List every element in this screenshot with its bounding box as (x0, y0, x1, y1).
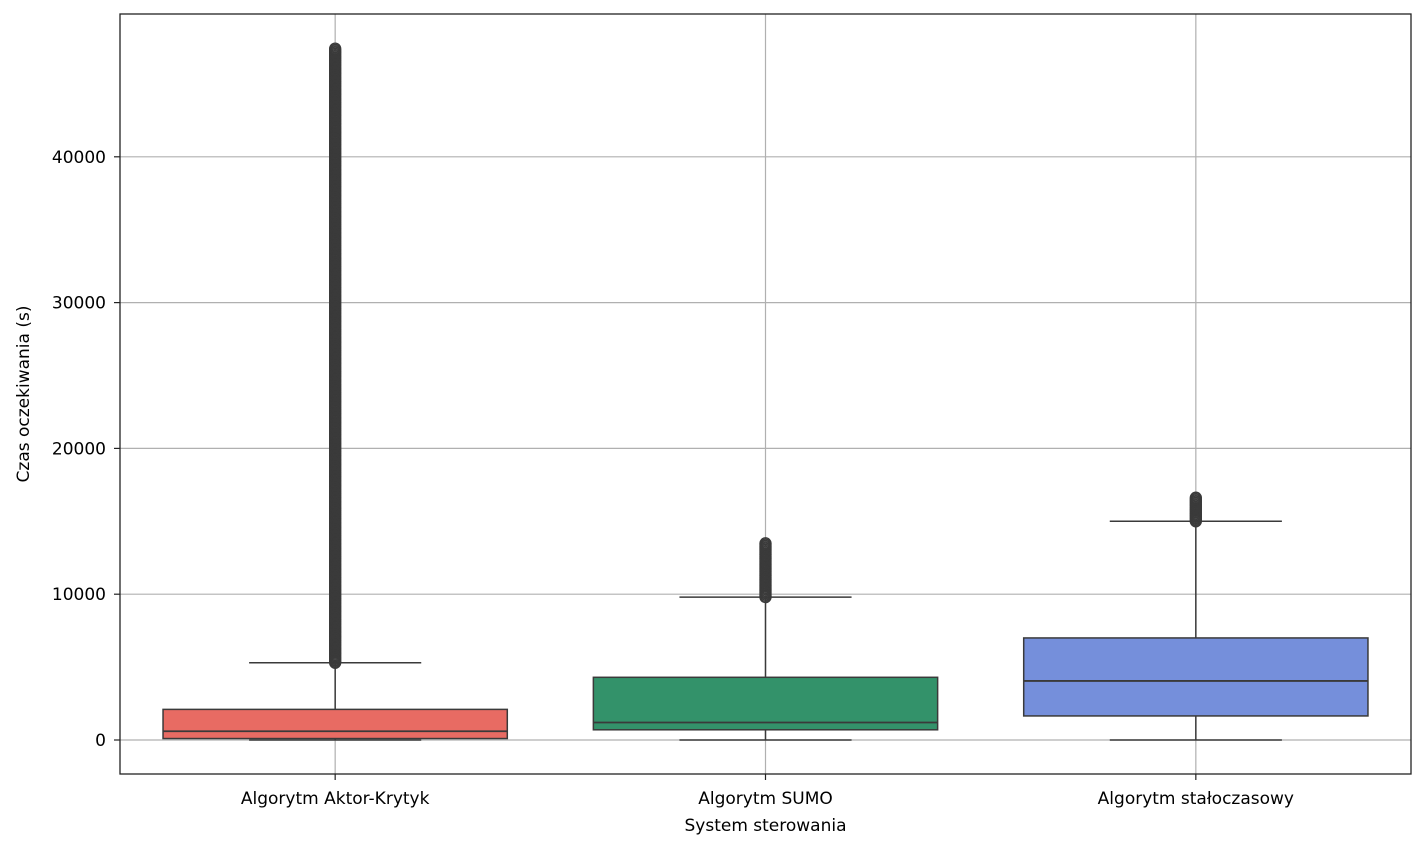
iqr-box (1022, 637, 1369, 717)
y-tick-label: 20000 (52, 439, 106, 459)
iqr-box (162, 708, 509, 740)
box-group (1022, 491, 1369, 741)
y-tick-label: 30000 (52, 294, 106, 314)
y-axis-label: Czas oczekiwania (s) (14, 306, 34, 483)
x-tick-label: Algorytm stałoczasowy (1098, 789, 1294, 809)
outlier-group (329, 42, 342, 669)
box-group (162, 42, 509, 741)
x-tick-label: Algorytm SUMO (698, 789, 833, 809)
outlier-point (1189, 491, 1202, 504)
box-layer (162, 42, 1369, 741)
y-tick-label: 40000 (52, 148, 106, 168)
outlier-point (759, 537, 772, 550)
iqr-box (592, 676, 939, 731)
x-axis-label: System sterowania (684, 816, 846, 836)
tick-layer: 0 10000 20000 30000 40000 Algorytm Aktor-Kryt… (52, 148, 1294, 809)
box-group (592, 537, 939, 741)
y-tick-label: 0 (95, 731, 106, 751)
outlier-point (329, 42, 342, 55)
outlier-group (1189, 491, 1202, 528)
y-tick-label: 10000 (52, 585, 106, 605)
x-tick-label: Algorytm Aktor-Krytyk (241, 789, 430, 809)
outlier-group (759, 537, 772, 604)
